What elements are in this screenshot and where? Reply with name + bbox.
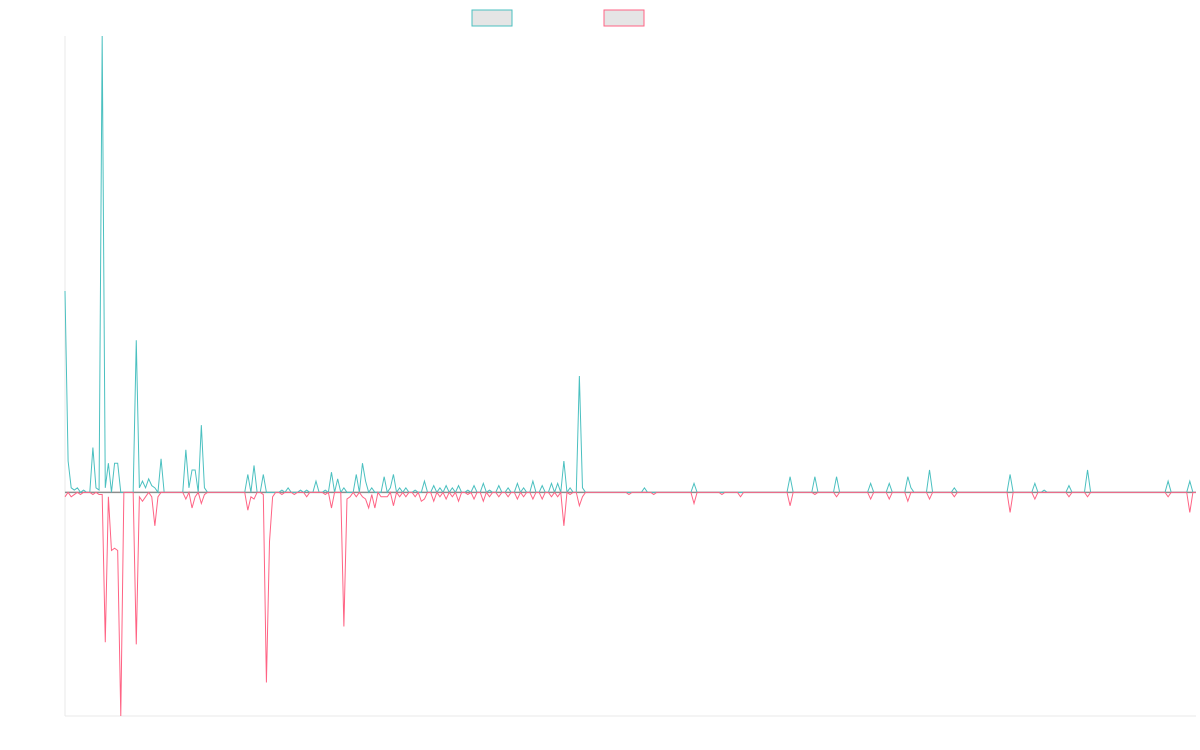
series-0 <box>64 35 1196 494</box>
legend <box>471 9 645 27</box>
series-group <box>64 35 1196 717</box>
legend-swatch-0[interactable] <box>471 9 513 27</box>
series-1 <box>64 490 1196 717</box>
legend-swatch-1[interactable] <box>603 9 645 27</box>
series-line-1 <box>64 490 1196 717</box>
series-line-0 <box>64 35 1196 494</box>
